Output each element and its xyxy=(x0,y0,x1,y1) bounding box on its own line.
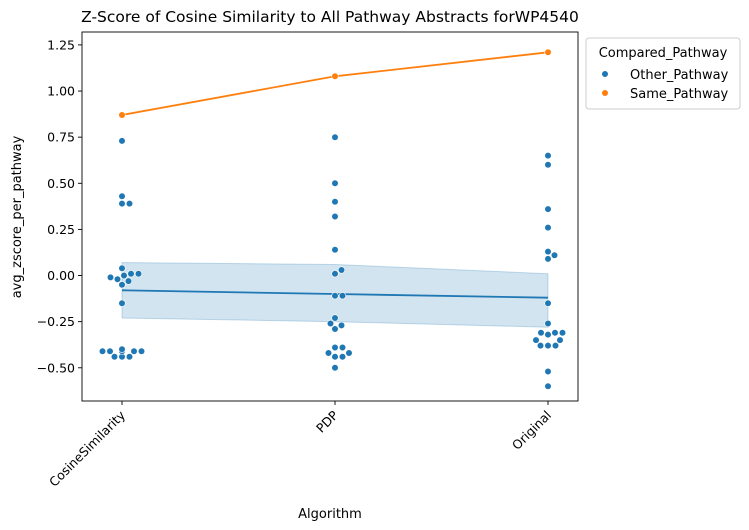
mean-line-same-pathway xyxy=(121,51,549,116)
point-other-pathway xyxy=(331,364,339,372)
point-other-pathway xyxy=(331,246,339,254)
point-other-pathway xyxy=(118,264,126,272)
y-axis: −0.50 −0.25 0.00 0.25 0.50 0.75 1.00 1.25 xyxy=(37,37,82,375)
point-other-pathway xyxy=(544,342,552,350)
point-other-pathway xyxy=(544,331,552,339)
legend-label-other-pathway: Other_Pathway xyxy=(630,68,729,83)
point-other-pathway xyxy=(331,292,339,300)
legend-label-same-pathway: Same_Pathway xyxy=(630,87,729,102)
point-other-pathway xyxy=(98,347,107,355)
point-other-pathway xyxy=(544,367,552,376)
point-other-pathway xyxy=(125,200,134,208)
y-tick-label: 0.50 xyxy=(47,176,75,191)
point-other-pathway xyxy=(331,325,339,333)
point-other-pathway xyxy=(544,248,552,256)
point-other-pathway xyxy=(130,347,138,355)
point-other-pathway xyxy=(544,255,552,263)
point-other-pathway xyxy=(331,343,339,352)
legend-marker-other-pathway xyxy=(601,70,609,78)
point-other-pathway xyxy=(125,353,134,361)
point-other-pathway xyxy=(337,266,346,274)
y-tick-label: 0.75 xyxy=(47,130,75,145)
point-other-pathway xyxy=(338,353,347,361)
legend-marker-same-pathway xyxy=(601,89,609,97)
point-other-pathway xyxy=(338,343,347,352)
point-other-pathway xyxy=(118,192,126,200)
chart-title: Z-Score of Cosine Similarity to All Path… xyxy=(81,8,579,26)
point-other-pathway xyxy=(331,133,339,141)
plot-area xyxy=(98,48,567,390)
point-other-pathway xyxy=(532,336,540,344)
point-other-pathway xyxy=(337,321,346,330)
point-other-pathway xyxy=(326,319,335,328)
y-tick-label: 1.25 xyxy=(47,37,75,52)
point-other-pathway xyxy=(544,224,552,232)
point-other-pathway xyxy=(556,336,564,344)
point-other-pathway xyxy=(544,205,552,213)
point-other-pathway xyxy=(137,347,146,355)
x-tick-label: CosineSimilarity xyxy=(46,407,129,490)
point-other-pathway xyxy=(551,329,559,337)
point-other-pathway xyxy=(331,179,339,187)
point-other-pathway xyxy=(106,273,115,282)
point-other-pathway xyxy=(550,251,559,259)
point-other-pathway xyxy=(544,161,552,169)
y-tick-label: −0.25 xyxy=(37,314,75,329)
legend-frame xyxy=(585,37,741,110)
point-other-pathway xyxy=(134,270,143,278)
y-tick-label: 0.00 xyxy=(47,268,75,283)
legend: Compared_Pathway Other_Pathway Same_Path… xyxy=(585,37,741,110)
point-other-pathway xyxy=(118,281,126,289)
point-other-pathway xyxy=(338,292,347,300)
point-same-pathway xyxy=(331,72,339,80)
point-other-pathway xyxy=(537,329,545,337)
x-axis-label: Algorithm xyxy=(298,507,362,522)
point-other-pathway xyxy=(551,342,560,350)
x-tick-label: PDP xyxy=(313,407,341,435)
y-tick-label: −0.50 xyxy=(37,360,75,375)
point-same-pathway xyxy=(118,111,126,119)
point-other-pathway xyxy=(124,277,133,285)
point-other-pathway xyxy=(544,152,552,160)
point-other-pathway xyxy=(118,200,126,208)
point-other-pathway xyxy=(113,275,122,283)
point-other-pathway xyxy=(345,349,353,357)
y-tick-label: 0.25 xyxy=(47,222,75,237)
legend-title: Compared_Pathway xyxy=(599,46,728,61)
y-axis-label: avg_zscore_per_pathway xyxy=(10,135,25,298)
y-tick-label: 1.00 xyxy=(47,84,75,99)
x-tick-label: Original xyxy=(509,408,554,453)
point-other-pathway xyxy=(127,270,135,278)
point-other-pathway xyxy=(331,314,339,322)
point-other-pathway xyxy=(544,382,552,390)
point-other-pathway xyxy=(536,342,545,350)
point-same-pathway xyxy=(544,48,552,56)
x-axis: CosineSimilarity PDP Original xyxy=(46,401,554,490)
point-other-pathway xyxy=(331,353,339,361)
point-other-pathway xyxy=(118,137,126,145)
point-other-pathway xyxy=(331,270,339,278)
point-other-pathway xyxy=(118,345,126,353)
plot-frame xyxy=(81,31,579,402)
point-other-pathway xyxy=(331,212,339,221)
point-other-pathway xyxy=(110,353,119,361)
point-other-pathway xyxy=(331,198,339,206)
point-other-pathway xyxy=(558,329,567,337)
point-other-pathway xyxy=(544,299,552,307)
point-other-pathway xyxy=(120,271,128,280)
point-other-pathway xyxy=(324,349,333,357)
point-other-pathway xyxy=(106,347,114,355)
point-other-pathway xyxy=(118,299,126,307)
point-other-pathway xyxy=(544,319,552,328)
